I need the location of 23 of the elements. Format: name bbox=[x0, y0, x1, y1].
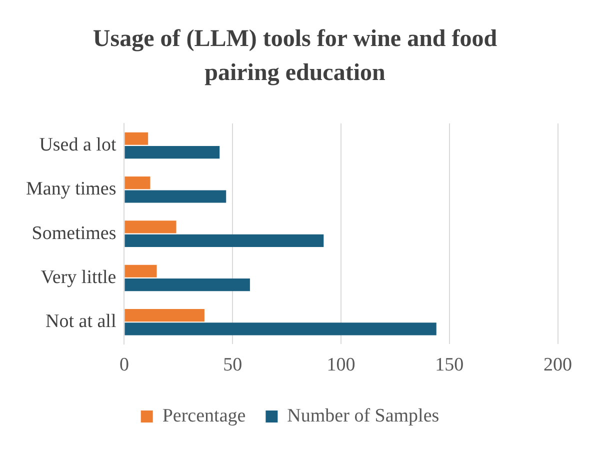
x-tick-label: 150 bbox=[435, 354, 464, 376]
bar bbox=[124, 220, 176, 234]
bar bbox=[124, 132, 148, 145]
bar bbox=[124, 322, 436, 336]
bar bbox=[124, 264, 157, 278]
y-tick-label: Sometimes bbox=[32, 222, 116, 244]
legend-label: Percentage bbox=[162, 405, 246, 426]
x-tick-label: 0 bbox=[119, 354, 129, 376]
y-tick-label: Not at all bbox=[46, 311, 116, 332]
bar bbox=[124, 190, 226, 203]
y-tick-label: Many times bbox=[26, 178, 116, 200]
y-tick-label: Very little bbox=[40, 266, 116, 288]
y-tick-label: Used a lot bbox=[39, 134, 117, 156]
bar bbox=[124, 308, 204, 322]
legend-label: Number of Samples bbox=[287, 405, 440, 426]
x-tick-label: 50 bbox=[223, 354, 242, 376]
x-tick-label: 100 bbox=[326, 354, 356, 376]
x-tick-label: 200 bbox=[544, 354, 572, 376]
chart-title: Usage of (LLM) tools for wine and food pairing education bbox=[92, 25, 498, 88]
bar bbox=[124, 176, 150, 190]
bar bbox=[124, 234, 324, 247]
bar bbox=[124, 146, 220, 159]
bar bbox=[124, 278, 250, 292]
